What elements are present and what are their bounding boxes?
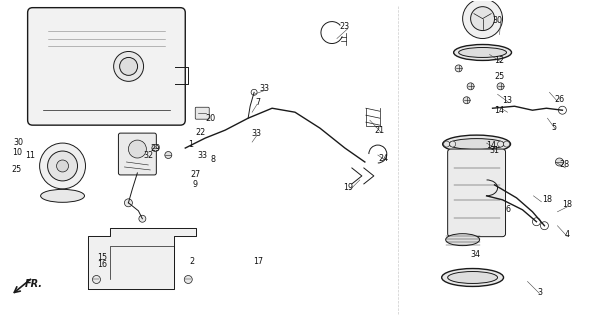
Text: 33: 33 [197,150,207,160]
Text: 6: 6 [505,205,510,214]
Circle shape [185,276,192,284]
Text: 22: 22 [195,128,206,137]
Text: 4: 4 [565,230,570,239]
Circle shape [113,52,144,81]
Ellipse shape [459,47,507,58]
Text: 33: 33 [259,84,269,93]
Circle shape [124,199,133,207]
Circle shape [128,140,147,158]
Ellipse shape [40,189,84,202]
Circle shape [497,141,504,147]
Text: 8: 8 [210,156,216,164]
Text: 29: 29 [150,144,160,153]
Text: 7: 7 [256,98,260,107]
Text: 14: 14 [487,140,496,149]
Text: 30: 30 [14,138,24,147]
Text: 5: 5 [552,123,557,132]
Text: 33: 33 [251,129,261,138]
Text: 32: 32 [144,150,153,160]
Circle shape [555,158,563,166]
Ellipse shape [446,234,479,246]
Text: 25: 25 [11,165,22,174]
Circle shape [455,65,462,72]
Text: 25: 25 [494,72,505,81]
Text: 28: 28 [560,160,569,170]
Text: 26: 26 [554,95,564,104]
Text: 24: 24 [379,154,389,163]
Text: 23: 23 [340,22,350,31]
FancyBboxPatch shape [28,8,185,125]
FancyBboxPatch shape [195,107,209,119]
Circle shape [540,222,549,230]
Text: 2: 2 [190,257,195,266]
Circle shape [48,151,78,181]
Ellipse shape [447,271,497,284]
Text: 1: 1 [188,140,193,148]
Text: 18: 18 [563,200,572,209]
Ellipse shape [443,135,511,153]
Circle shape [57,160,69,172]
Ellipse shape [441,268,504,286]
Text: 17: 17 [253,257,263,266]
Text: 3: 3 [537,288,542,297]
Text: 12: 12 [494,56,505,65]
Circle shape [92,276,101,284]
Text: 14: 14 [494,106,505,115]
Text: 21: 21 [374,126,385,135]
Circle shape [532,218,540,226]
Circle shape [504,141,510,147]
Text: 27: 27 [190,171,200,180]
Text: 9: 9 [193,180,198,189]
Circle shape [463,0,502,38]
Circle shape [139,215,146,222]
Circle shape [467,83,474,90]
Circle shape [450,141,456,147]
Ellipse shape [453,44,511,60]
Circle shape [497,83,504,90]
Text: 20: 20 [205,114,215,123]
Circle shape [165,152,172,158]
Text: 30: 30 [493,16,502,25]
Text: 11: 11 [25,150,36,160]
Text: 31: 31 [490,146,499,155]
Circle shape [444,141,450,147]
Text: 18: 18 [543,195,552,204]
Text: 10: 10 [11,148,22,156]
Text: FR.: FR. [25,279,43,290]
Circle shape [40,143,86,189]
Text: 19: 19 [343,183,353,192]
Text: 34: 34 [470,250,481,259]
Circle shape [463,97,470,104]
Text: 15: 15 [98,253,107,262]
Polygon shape [89,228,196,289]
Circle shape [251,89,257,95]
Text: 13: 13 [502,96,513,105]
FancyBboxPatch shape [118,133,156,175]
Circle shape [558,106,566,114]
Ellipse shape [449,139,505,149]
Circle shape [470,7,494,31]
Circle shape [152,145,159,152]
Text: 16: 16 [98,260,107,269]
FancyBboxPatch shape [447,149,505,237]
Circle shape [119,58,137,76]
